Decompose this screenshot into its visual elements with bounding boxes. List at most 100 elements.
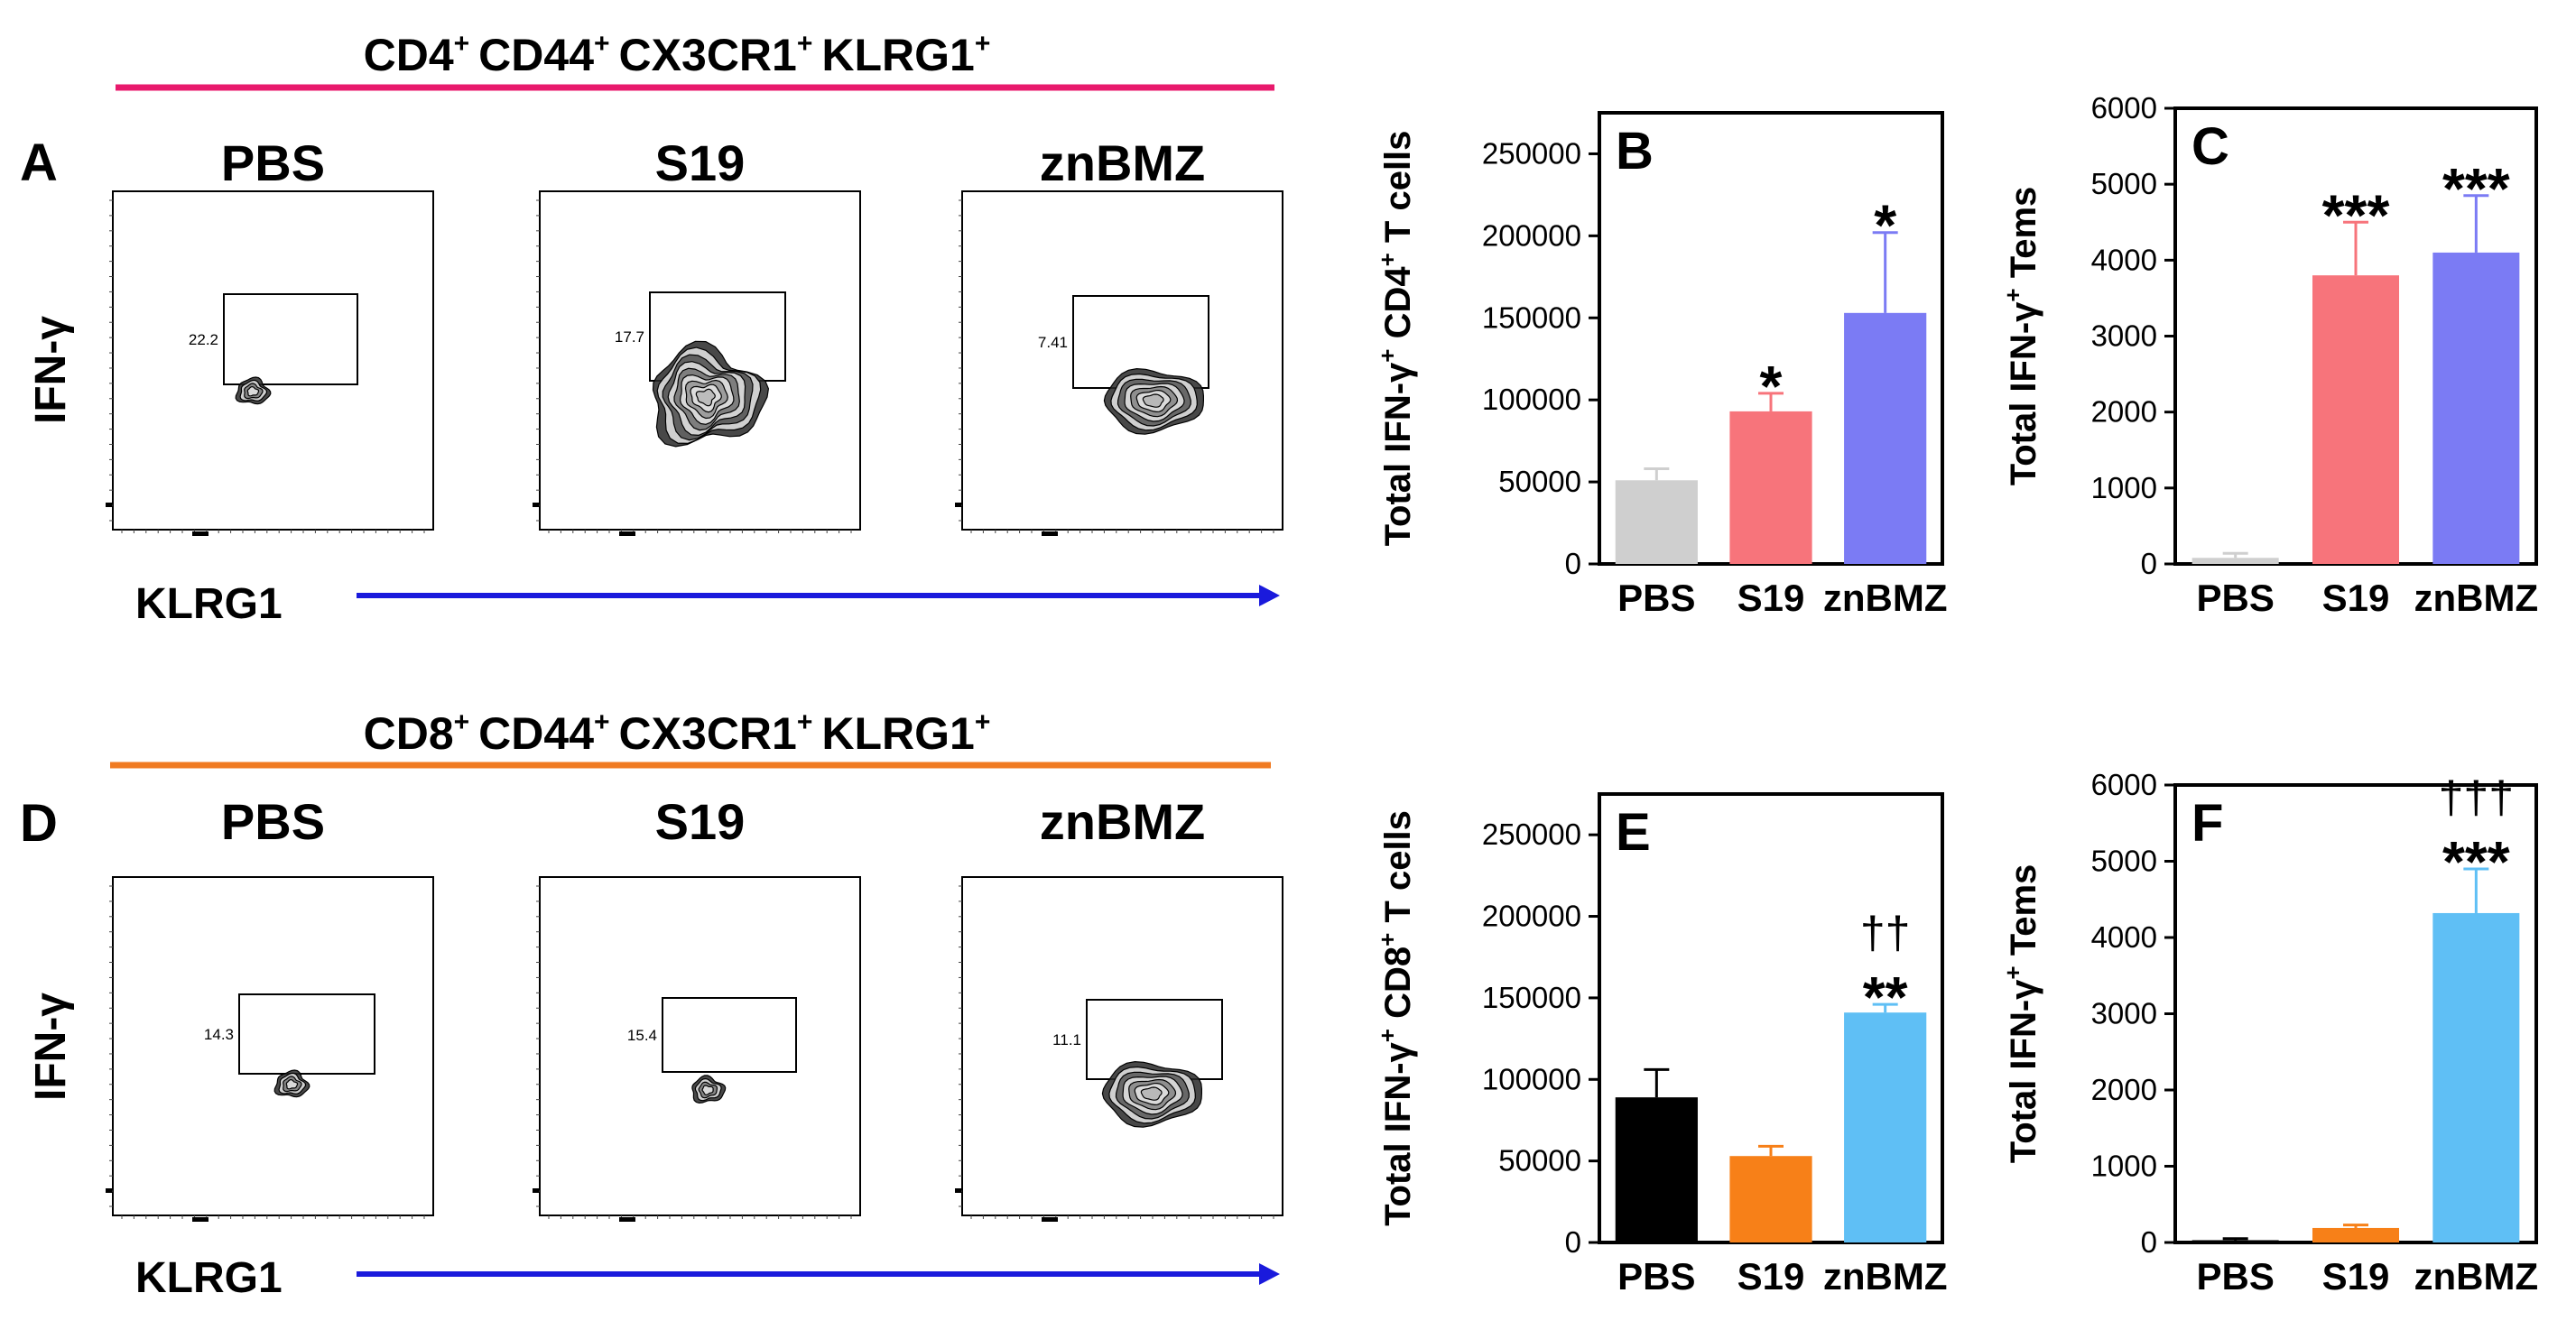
flow-plot-x-axis-mark (1042, 1217, 1058, 1222)
y-tick-label: 250000 (1482, 817, 1581, 851)
y-axis-title-part: Total IFN-γ (2004, 301, 2043, 485)
flow-plot-contour (273, 1069, 310, 1098)
bar-chart-panel-label: F (2191, 794, 2223, 853)
bar-pbs (1615, 1097, 1698, 1242)
flow-plot-sample-label: S19 (655, 134, 746, 191)
y-tick-label: 1000 (2091, 471, 2157, 504)
y-axis-title-part: Total IFN-γ (1378, 1041, 1418, 1225)
bar-znbmz (2432, 252, 2520, 564)
dagger-annotation: ††† (2439, 772, 2514, 823)
y-axis-title-part: Total IFN-γ (2004, 979, 2043, 1163)
y-tick-label: 100000 (1482, 1062, 1581, 1095)
flow-plot-sample-label: znBMZ (1040, 793, 1206, 850)
flow-plot-x-axis-mark (619, 1217, 635, 1222)
y-tick-label: 3000 (2091, 319, 2157, 353)
x-category-label: S19 (1737, 1255, 1805, 1298)
bar-chart-b: B 0 50000 100000 150000 200000 250000 Total IFN… (1374, 111, 1947, 619)
flow-plot-pbs: PBS 14.3 (106, 793, 434, 1222)
y-axis-title-part: + (1374, 349, 1401, 363)
y-axis-title-part: + (1374, 253, 1401, 266)
significance-annotation: *** (2322, 182, 2390, 247)
flow-plot-gate (238, 993, 375, 1075)
bar-pbs (2191, 558, 2279, 564)
flow-plot-contour (691, 1075, 727, 1104)
row-d-x-axis-label: KLRG1 (135, 1254, 283, 1302)
y-tick-label: 100000 (1482, 383, 1581, 416)
bar-pbs (2191, 1240, 2279, 1242)
y-tick-label: 4000 (2091, 243, 2157, 276)
y-axis-title: Total IFN-γ+ Tems (1999, 187, 2043, 486)
bar-s19 (1729, 411, 1812, 564)
row-a-header-text: CD4+ CD44+ CX3CR1+ KLRG1+ (364, 29, 991, 80)
y-tick-label: 50000 (1498, 1144, 1581, 1178)
y-tick-label: 6000 (2091, 768, 2157, 801)
flow-plot-gate-value: 14.3 (204, 1026, 234, 1043)
y-tick-label: 250000 (1482, 136, 1581, 170)
flow-plot-sample-label: PBS (221, 134, 325, 191)
y-axis-title-part: CD8 (1378, 947, 1418, 1029)
x-category-label: znBMZ (2414, 577, 2539, 619)
bar-znbmz (2432, 912, 2520, 1242)
bar-pbs (1615, 480, 1698, 564)
flow-plot-contour-ring (285, 1078, 299, 1090)
flow-plot-y-axis-mark (955, 1188, 961, 1193)
flow-plot-y-axis-mark (106, 1188, 112, 1193)
flow-plot-contour (652, 340, 770, 448)
flow-plot-contour-ring (1142, 393, 1164, 408)
row-a-arrow-head (1259, 585, 1280, 606)
flow-plot-pbs: PBS 22.2 (106, 134, 434, 536)
y-axis-title-part: T cells (1378, 810, 1418, 933)
flow-plot-sample-label: znBMZ (1040, 134, 1206, 191)
y-tick-label: 4000 (2091, 920, 2157, 954)
x-category-label: PBS (2196, 1255, 2274, 1298)
significance-annotation: ** (1863, 965, 1908, 1030)
row-a-header: CD4+ CD44+ CX3CR1+ KLRG1+ (116, 29, 1274, 91)
bar-s19 (2312, 275, 2399, 564)
flow-plot-gate-value: 7.41 (1038, 334, 1068, 351)
flow-plot-znbmz: znBMZ 11.1 (955, 793, 1283, 1222)
y-axis-title-part: T cells (1378, 131, 1418, 254)
significance-annotation: *** (2442, 156, 2510, 221)
flow-plot-sample-label: PBS (221, 793, 325, 850)
x-category-label: PBS (1617, 1255, 1695, 1298)
bar-chart-panel-label: B (1616, 122, 1654, 180)
bar-s19 (2312, 1227, 2399, 1242)
y-tick-label: 50000 (1498, 465, 1581, 498)
y-tick-label: 6000 (2091, 91, 2157, 125)
flow-plot-frame (112, 190, 434, 531)
y-tick-label: 150000 (1482, 981, 1581, 1014)
flow-plot-s19: S19 15.4 (533, 793, 861, 1222)
bar-chart-e: E 0 50000 100000 150000 200000 250000 Total IFN… (1374, 792, 1947, 1298)
flow-plot-x-axis-mark (192, 531, 208, 536)
x-category-label: S19 (2322, 577, 2390, 619)
y-tick-label: 5000 (2091, 845, 2157, 878)
flow-plot-sample-label: S19 (655, 793, 746, 850)
y-axis-title-part: + (1374, 933, 1401, 947)
flow-plot-gate-value: 22.2 (189, 331, 218, 348)
row-d-header: CD8+ CD44+ CX3CR1+ KLRG1+ (110, 707, 1271, 769)
flow-plot-contour-ring (701, 1085, 714, 1096)
panel-label-a: A (20, 134, 58, 192)
bar-znbmz (1844, 1012, 1927, 1242)
y-tick-label: 200000 (1482, 218, 1581, 252)
significance-annotation: * (1874, 193, 1896, 258)
significance-annotation: * (1760, 354, 1783, 419)
flow-plot-contour (235, 376, 272, 405)
row-d-header-text: CD8+ CD44+ CX3CR1+ KLRG1+ (364, 707, 991, 759)
y-tick-label: 5000 (2091, 167, 2157, 200)
y-tick-label: 0 (1565, 547, 1581, 580)
flow-plot-znbmz: znBMZ 7.41 (955, 134, 1283, 536)
flow-plot-x-axis-mark (1042, 531, 1058, 536)
flow-plot-frame (112, 876, 434, 1216)
flow-plot-y-axis-mark (955, 503, 961, 507)
y-axis-title: Total IFN-γ+ CD8+ T cells (1374, 810, 1418, 1226)
bar-chart-panel-label: C (2191, 117, 2229, 176)
row-d-arrow-head (1259, 1263, 1280, 1285)
flow-plot-x-axis-mark (619, 531, 635, 536)
row-a-flow-plots: PBS 22.2 S19 17.7 znBMZ 7.41 (106, 134, 1283, 536)
y-tick-label: 200000 (1482, 900, 1581, 933)
flow-plot-gate-value: 17.7 (615, 328, 644, 346)
y-tick-label: 0 (1565, 1225, 1581, 1259)
row-a-x-axis-label: KLRG1 (135, 580, 283, 628)
dagger-annotation: †† (1860, 908, 1911, 958)
